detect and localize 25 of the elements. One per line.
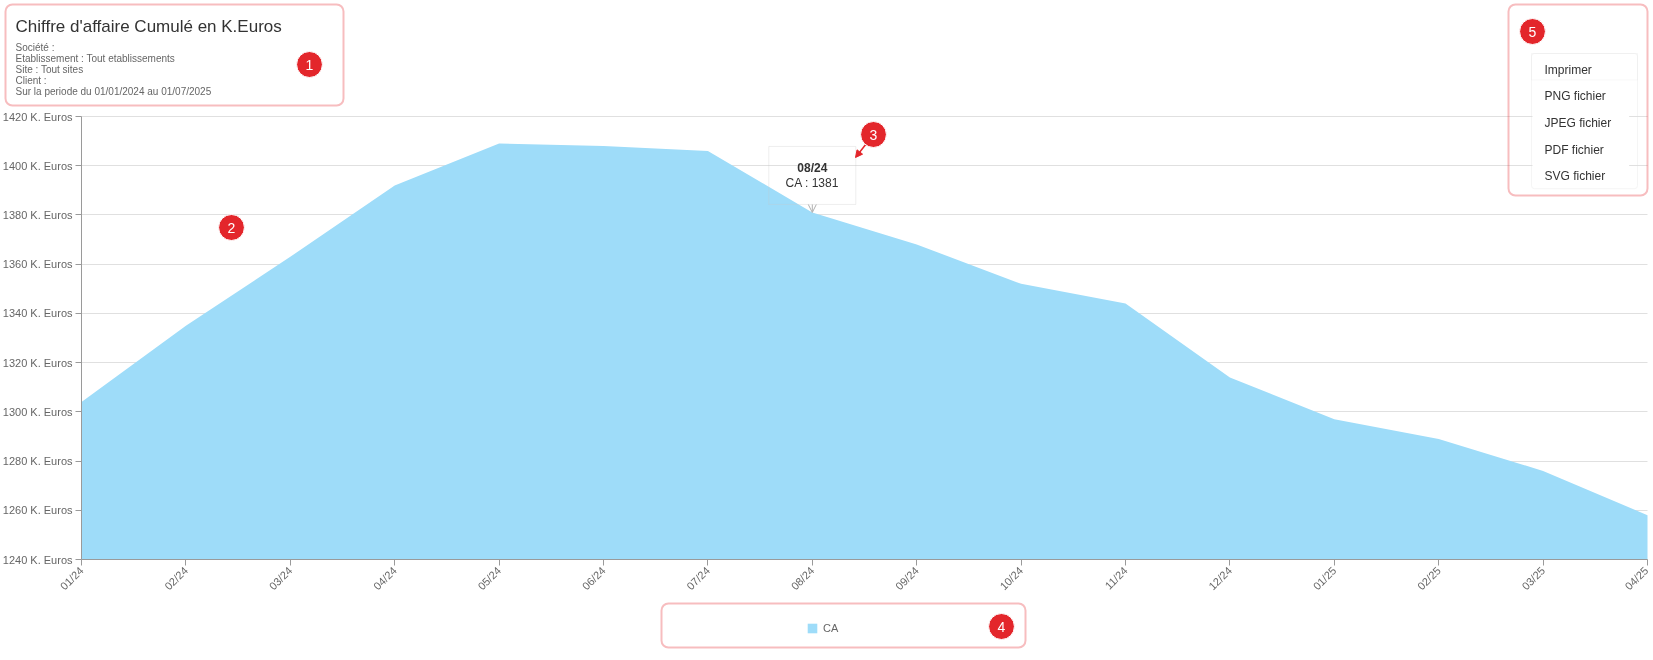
y-tick-label: 1340 K. Euros: [2, 307, 73, 320]
text: PNG fichier: [1544, 88, 1606, 103]
chart-subtitle: Société : Etablissement : Tout etablissements Site : Tout sites Client : Sur la periode du 01/01/2024 au 01/07/2025: [15, 42, 212, 97]
text: Imprimer: [1544, 62, 1592, 77]
annotation: CA : 1381: [785, 176, 839, 191]
y-tick-label: 1360 K. Euros: [2, 258, 73, 271]
annotation: JPEG fichier: [1544, 115, 1612, 130]
text: 1: [305, 56, 314, 73]
y-tick-label: 1280 K. Euros: [2, 455, 73, 468]
chart-title: Chiffre d'affaire Cumulé en K.Euros: [15, 17, 282, 36]
text: 4: [997, 618, 1006, 635]
annotation: 3: [869, 126, 878, 143]
annotation: 2: [227, 219, 236, 236]
y-tick-label: 1260 K. Euros: [2, 504, 73, 517]
annotation: SVG fichier: [1544, 169, 1606, 184]
y-tick-label: 1400 K. Euros: [2, 159, 73, 172]
annotation: PDF fichier: [1544, 142, 1604, 157]
annotation: 08/24: [797, 161, 828, 176]
y-tick-label: 1420 K. Euros: [2, 110, 73, 123]
y-tick-label: 1380 K. Euros: [2, 208, 73, 221]
y-tick-label: 1320 K. Euros: [2, 356, 73, 369]
legend-label: CA: [823, 622, 840, 634]
text: 5: [1528, 23, 1537, 40]
y-tick-label: 1300 K. Euros: [2, 405, 73, 418]
y-tick-label: 1240 K. Euros: [2, 553, 73, 566]
